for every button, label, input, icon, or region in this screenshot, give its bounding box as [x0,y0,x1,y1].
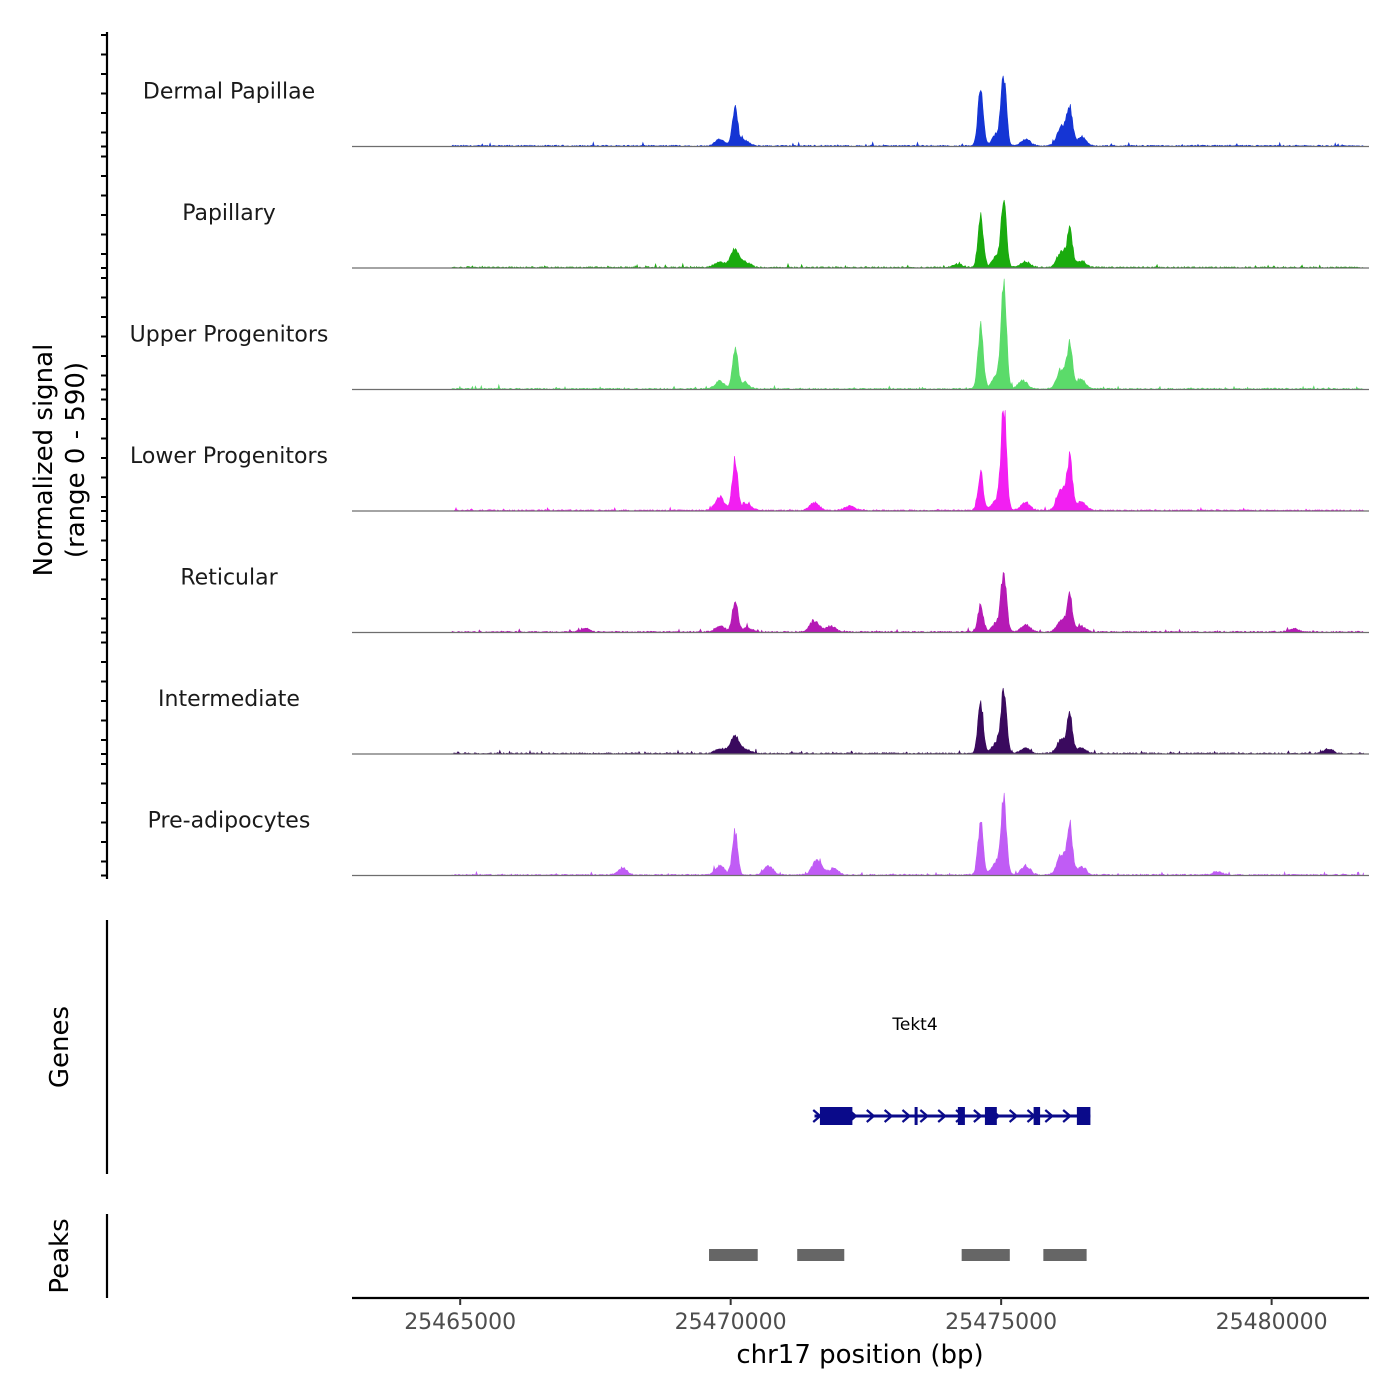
track-intermediate: Intermediate [158,687,1369,755]
track-label: Pre-adipocytes [148,809,311,834]
genes-panel-title: Genes [45,1006,75,1088]
gene-exon [984,1107,997,1125]
gene-exon [1076,1107,1091,1125]
track-dermal-papillae: Dermal Papillae [143,75,1369,148]
x-axis-title: chr17 position (bp) [736,1340,983,1370]
y-axis-title-line1: Normalized signal [29,344,59,577]
x-tick-label: 25480000 [1216,1310,1328,1335]
signal-area [451,199,1365,269]
strand-arrow [919,1109,930,1123]
track-label: Dermal Papillae [143,80,315,105]
strand-arrow [1062,1109,1072,1123]
track-label: Lower Progenitors [130,444,328,469]
peak-region [797,1249,845,1261]
signal-area [451,792,1364,877]
strand-arrow [937,1109,947,1123]
signal-tracks: Dermal Papillae Papillary Upper Progenitor… [130,75,1369,877]
peaks-panel-title: Peaks [45,1218,75,1293]
strand-arrow [1044,1109,1054,1123]
gene-exon [914,1107,918,1125]
peak-region [1043,1249,1087,1261]
x-tick-label: 25465000 [404,1310,516,1335]
track-papillary: Papillary [182,199,1369,269]
signal-area [451,571,1365,634]
track-reticular: Reticular [180,566,1369,634]
track-pre-adipocytes: Pre-adipocytes [148,792,1369,877]
gene-exon [957,1107,965,1125]
peak-region [961,1249,1010,1261]
strand-arrow [1008,1109,1019,1123]
track-label: Upper Progenitors [130,323,329,348]
gene-model [812,1107,1091,1125]
peak-region [709,1249,758,1261]
signal-area [451,75,1365,148]
x-tick-label: 25475000 [945,1310,1057,1335]
y-axis-title-line2: (range 0 - 590) [61,362,91,558]
signal-area [451,687,1364,755]
signal-area [451,278,1365,391]
strand-arrow [883,1109,894,1123]
track-label: Papillary [182,201,276,226]
strand-arrow [866,1109,876,1123]
track-label: Reticular [180,566,278,591]
signal-area [451,410,1365,512]
track-lower-progenitors: Lower Progenitors [130,410,1369,512]
gene-exon [1033,1107,1041,1125]
y-axis-title: Normalized signal (range 0 - 590) [29,344,91,577]
x-axis-ticks: 25465000 25470000 25475000 25480000 [404,1298,1328,1335]
gene-exon [819,1107,853,1125]
strand-arrow [973,1109,983,1123]
peak-regions [709,1249,1087,1261]
gene-label: Tekt4 [891,1015,937,1035]
x-tick-label: 25470000 [675,1310,787,1335]
coverage-y-axis-ticks [101,34,107,877]
track-label: Intermediate [158,687,300,712]
strand-arrow [901,1109,912,1123]
track-upper-progenitors: Upper Progenitors [130,278,1369,391]
